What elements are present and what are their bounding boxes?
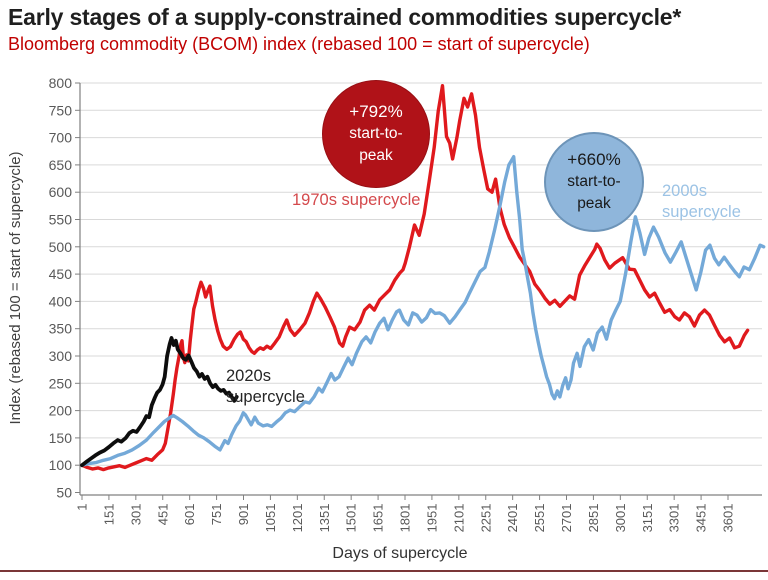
x-tick-label: 301 xyxy=(128,504,143,526)
y-tick-label: 100 xyxy=(49,457,73,473)
series-label-1970s: 1970s supercycle xyxy=(292,191,421,209)
y-tick-label: 50 xyxy=(56,485,72,501)
y-tick-label: 200 xyxy=(49,403,73,419)
x-tick-label: 2101 xyxy=(451,504,466,533)
y-tick-label: 500 xyxy=(49,239,73,255)
y-axis-title: Index (rebased 100 = start of supercycle… xyxy=(7,151,24,424)
x-tick-label: 151 xyxy=(101,504,116,526)
annotation-1970s-line3: peak xyxy=(359,147,393,164)
x-tick-label: 1351 xyxy=(317,504,332,533)
x-tick-label: 1 xyxy=(75,504,90,511)
x-tick-label: 1051 xyxy=(263,504,278,533)
x-tick-label: 2401 xyxy=(505,504,520,533)
annotation-circle-1970s-gain: +792% start-to- peak xyxy=(322,80,430,188)
y-tick-label: 600 xyxy=(49,184,73,200)
y-tick-label: 650 xyxy=(49,157,73,173)
y-tick-label: 250 xyxy=(49,375,73,391)
x-tick-label: 2701 xyxy=(559,504,574,533)
x-tick-label: 451 xyxy=(155,504,170,526)
x-tick-label: 3601 xyxy=(721,504,736,533)
x-tick-label: 3451 xyxy=(694,504,709,533)
x-tick-label: 2251 xyxy=(478,504,493,533)
x-tick-label: 1651 xyxy=(371,504,386,533)
series-line-1970s xyxy=(80,83,750,472)
y-tick-label: 450 xyxy=(49,266,73,282)
y-tick-label: 800 xyxy=(49,75,73,91)
annotation-2000s-line2: start-to- xyxy=(567,173,621,190)
y-tick-label: 750 xyxy=(49,102,73,118)
x-tick-label: 3151 xyxy=(640,504,655,533)
page-subtitle: Bloomberg commodity (BCOM) index (rebase… xyxy=(8,34,590,54)
x-tick-label: 601 xyxy=(182,504,197,526)
x-tick-label: 1201 xyxy=(290,504,305,533)
annotation-1970s-pct: +792% xyxy=(349,102,403,121)
annotation-2000s-line3: peak xyxy=(577,195,611,212)
y-tick-label: 300 xyxy=(49,348,73,364)
x-axis-title: Days of supercycle xyxy=(332,545,467,562)
y-tick-label: 400 xyxy=(49,293,73,309)
x-tick-label: 1501 xyxy=(344,504,359,533)
y-tick-label: 150 xyxy=(49,430,73,446)
x-tick-label: 1951 xyxy=(424,504,439,533)
series-label-2020s: 2020s supercycle xyxy=(226,367,305,406)
series-label-2000s: 2000s supercycle xyxy=(662,182,741,221)
annotation-2000s-pct: +660% xyxy=(567,150,621,169)
x-tick-label: 3001 xyxy=(613,504,628,533)
y-tick-label: 700 xyxy=(49,130,73,146)
y-tick-label: 550 xyxy=(49,212,73,228)
x-tick-label: 3301 xyxy=(667,504,682,533)
x-tick-label: 1801 xyxy=(398,504,413,533)
annotation-1970s-line2: start-to- xyxy=(349,125,403,142)
bottom-divider xyxy=(0,570,768,572)
x-tick-label: 2851 xyxy=(586,504,601,533)
x-tick-label: 901 xyxy=(236,504,251,526)
x-tick-label: 2551 xyxy=(532,504,547,533)
annotation-circle-2000s-gain: +660% start-to- peak xyxy=(544,132,644,232)
page-title: Early stages of a supply-constrained com… xyxy=(8,4,682,30)
x-tick-label: 751 xyxy=(209,504,224,526)
y-tick-label: 350 xyxy=(49,321,73,337)
series-line-2000s xyxy=(80,154,766,467)
series-line-2020s xyxy=(80,336,239,468)
